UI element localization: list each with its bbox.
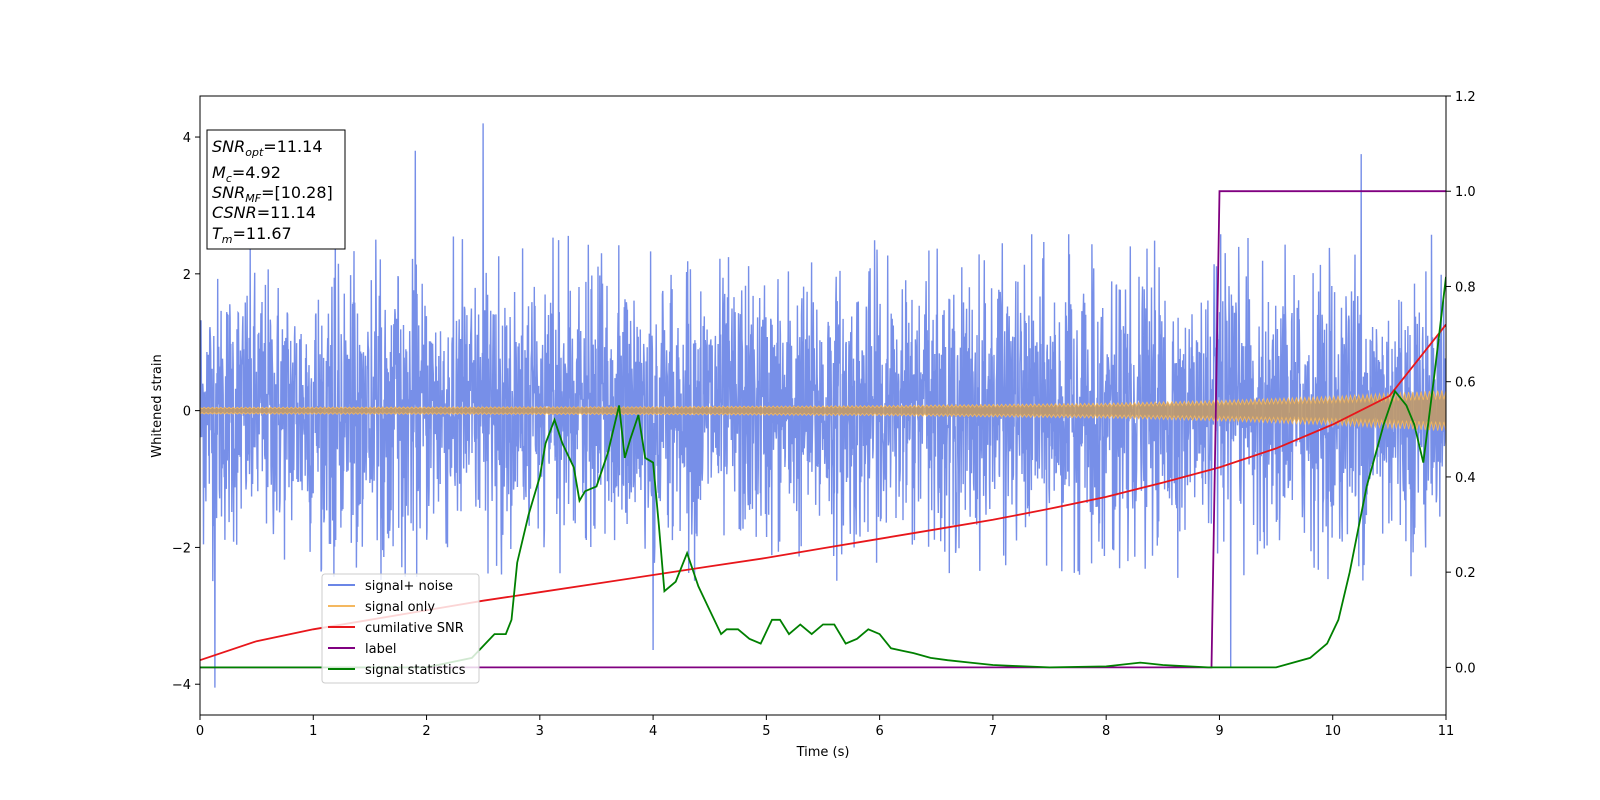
- y-tick-label: 0: [183, 405, 191, 420]
- y2-tick-label: 0.0: [1455, 661, 1476, 676]
- y-tick-label: −4: [172, 678, 191, 693]
- annotation-csnr: CSNR=11.14: [212, 203, 316, 222]
- x-tick-label: 7: [989, 724, 997, 739]
- x-tick-label: 4: [649, 724, 657, 739]
- y-tick-label: −2: [172, 541, 191, 556]
- x-tick-label: 1: [309, 724, 317, 739]
- legend-label-cumulative-snr: cumilative SNR: [365, 621, 464, 636]
- y2-axis-ticks: 0.0 0.2 0.4 0.6 0.8 1.0 1.2: [1446, 90, 1476, 676]
- y2-tick-label: 0.6: [1455, 376, 1476, 391]
- x-tick-label: 10: [1324, 724, 1341, 739]
- annotation-frame: [206, 129, 346, 250]
- annotation-snr-opt: SNRopt=11.14: [212, 137, 323, 159]
- info-annotation-box: SNRopt=11.14 Mc=4.92 SNRMF=[10.28] CSNR=…: [206, 129, 346, 250]
- y-axis-ticks: −4 −2 0 2 4: [172, 131, 200, 693]
- signal-plus-noise-line: [200, 123, 1446, 688]
- x-tick-label: 0: [196, 724, 204, 739]
- y2-tick-label: 0.8: [1455, 280, 1476, 295]
- annotation-mc: Mc=4.92: [212, 163, 281, 185]
- label-line: [200, 190, 1446, 669]
- plot-frame: [199, 95, 1447, 716]
- signal-only-line: [200, 390, 1446, 432]
- legend-frame: [321, 573, 480, 684]
- y2-tick-label: 1.2: [1455, 90, 1476, 105]
- y-axis-label: Whitened strain: [150, 354, 165, 457]
- x-axis-label: Time (s): [796, 745, 850, 760]
- legend-label-signal-only: signal only: [365, 600, 435, 615]
- x-tick-label: 5: [762, 724, 770, 739]
- x-tick-label: 9: [1215, 724, 1223, 739]
- x-tick-label: 2: [422, 724, 430, 739]
- y2-tick-label: 0.4: [1455, 471, 1476, 486]
- x-tick-label: 3: [536, 724, 544, 739]
- x-tick-label: 8: [1102, 724, 1110, 739]
- legend-label-signal-noise: signal+ noise: [365, 579, 453, 594]
- x-axis-ticks: 0 1 2 3 4 5 6 7 8 9 10 11: [196, 715, 1454, 739]
- annotation-tm: Tm=11.67: [212, 224, 292, 246]
- y-tick-label: 2: [183, 268, 191, 283]
- annotation-snr-mf: SNRMF=[10.28]: [212, 183, 333, 205]
- x-tick-label: 6: [875, 724, 883, 739]
- y2-tick-label: 0.2: [1455, 566, 1476, 581]
- y-tick-label: 4: [183, 131, 191, 146]
- signal-statistics-line: [200, 276, 1446, 669]
- legend-label-label: label: [365, 642, 396, 657]
- y2-tick-label: 1.0: [1455, 185, 1476, 200]
- legend: signal+ noise signal only cumilative SNR…: [321, 573, 480, 684]
- legend-label-signal-statistics: signal statistics: [365, 663, 466, 678]
- x-tick-label: 11: [1438, 724, 1455, 739]
